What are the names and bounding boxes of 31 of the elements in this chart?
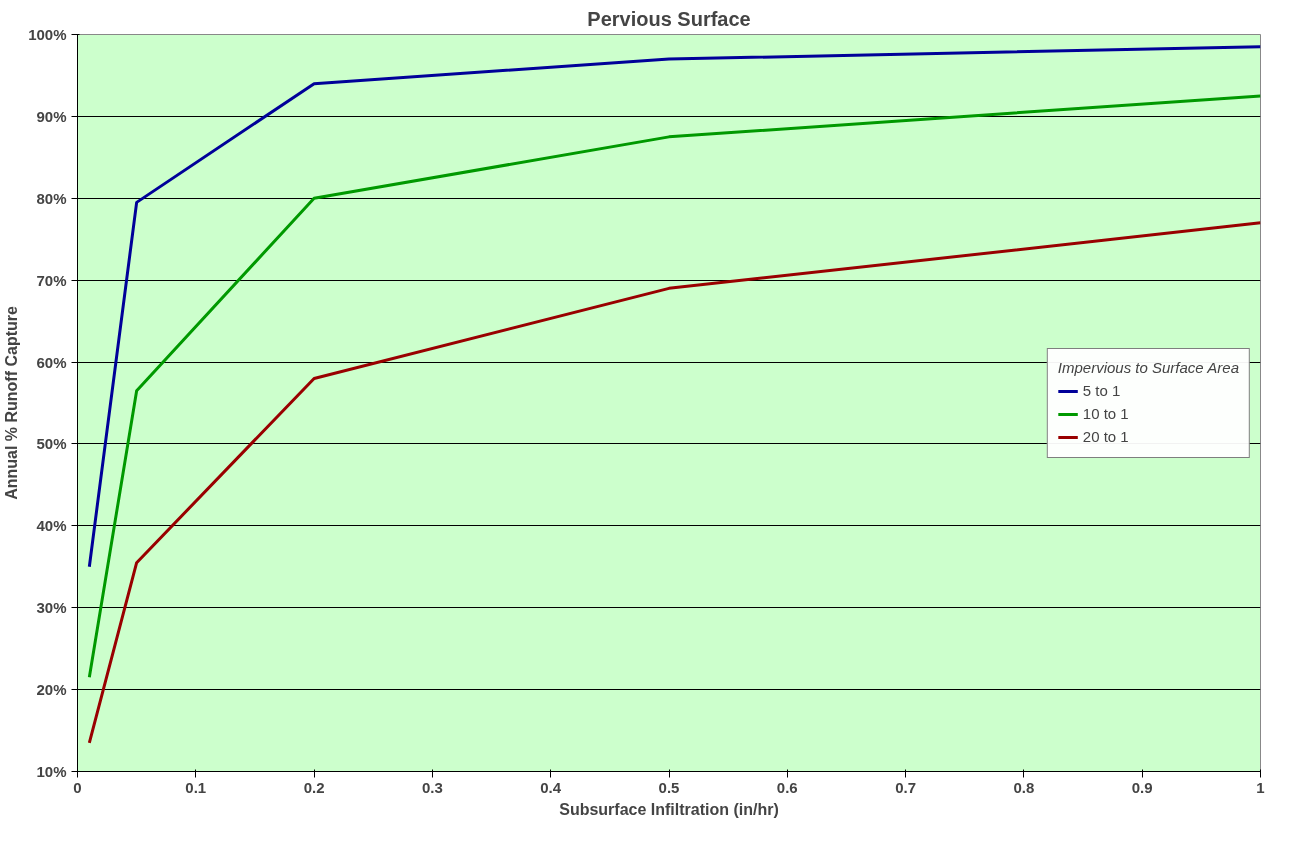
x-tick-label: 1: [1256, 778, 1265, 796]
x-tick-label: 0.1: [185, 778, 207, 796]
chart-title: Pervious Surface: [587, 7, 751, 30]
x-tick-label: 0.7: [895, 778, 917, 796]
x-tick-label: 0.3: [421, 778, 443, 796]
y-tick-label: 60%: [36, 353, 67, 371]
y-tick-label: 10%: [36, 763, 67, 780]
x-tick-label: 0.8: [1013, 778, 1035, 796]
line-series: [87, 221, 1261, 745]
x-tick-label: 0.6: [776, 778, 798, 796]
legend-label: 10 to 1: [1082, 405, 1129, 422]
line-series: [87, 94, 1261, 679]
y-tick-label: 40%: [36, 517, 67, 535]
y-tick-label: 70%: [36, 271, 67, 289]
x-tick-label: 0.4: [540, 778, 562, 796]
y-axis-title: Annual % Runoff Capture: [3, 306, 21, 500]
x-axis-title: Subsurface Infiltration (in/hr): [559, 800, 779, 818]
legend-label: 5 to 1: [1082, 382, 1121, 399]
legend-title: Impervious to Surface Area: [1057, 358, 1239, 376]
x-tick-label: 0.9: [1131, 778, 1153, 796]
x-tick-label: 0.2: [303, 778, 325, 796]
x-tick-label: 0: [73, 778, 82, 796]
y-tick-label: 80%: [36, 189, 67, 207]
y-tick-label: 30%: [36, 599, 67, 617]
line-series: [87, 45, 1261, 569]
legend-label: 20 to 1: [1082, 428, 1129, 445]
y-tick-label: 50%: [36, 435, 67, 453]
x-tick-label: 0.5: [658, 778, 680, 796]
y-tick-label: 100%: [28, 26, 67, 43]
y-tick-label: 20%: [36, 681, 67, 699]
y-tick-label: 90%: [36, 107, 67, 125]
